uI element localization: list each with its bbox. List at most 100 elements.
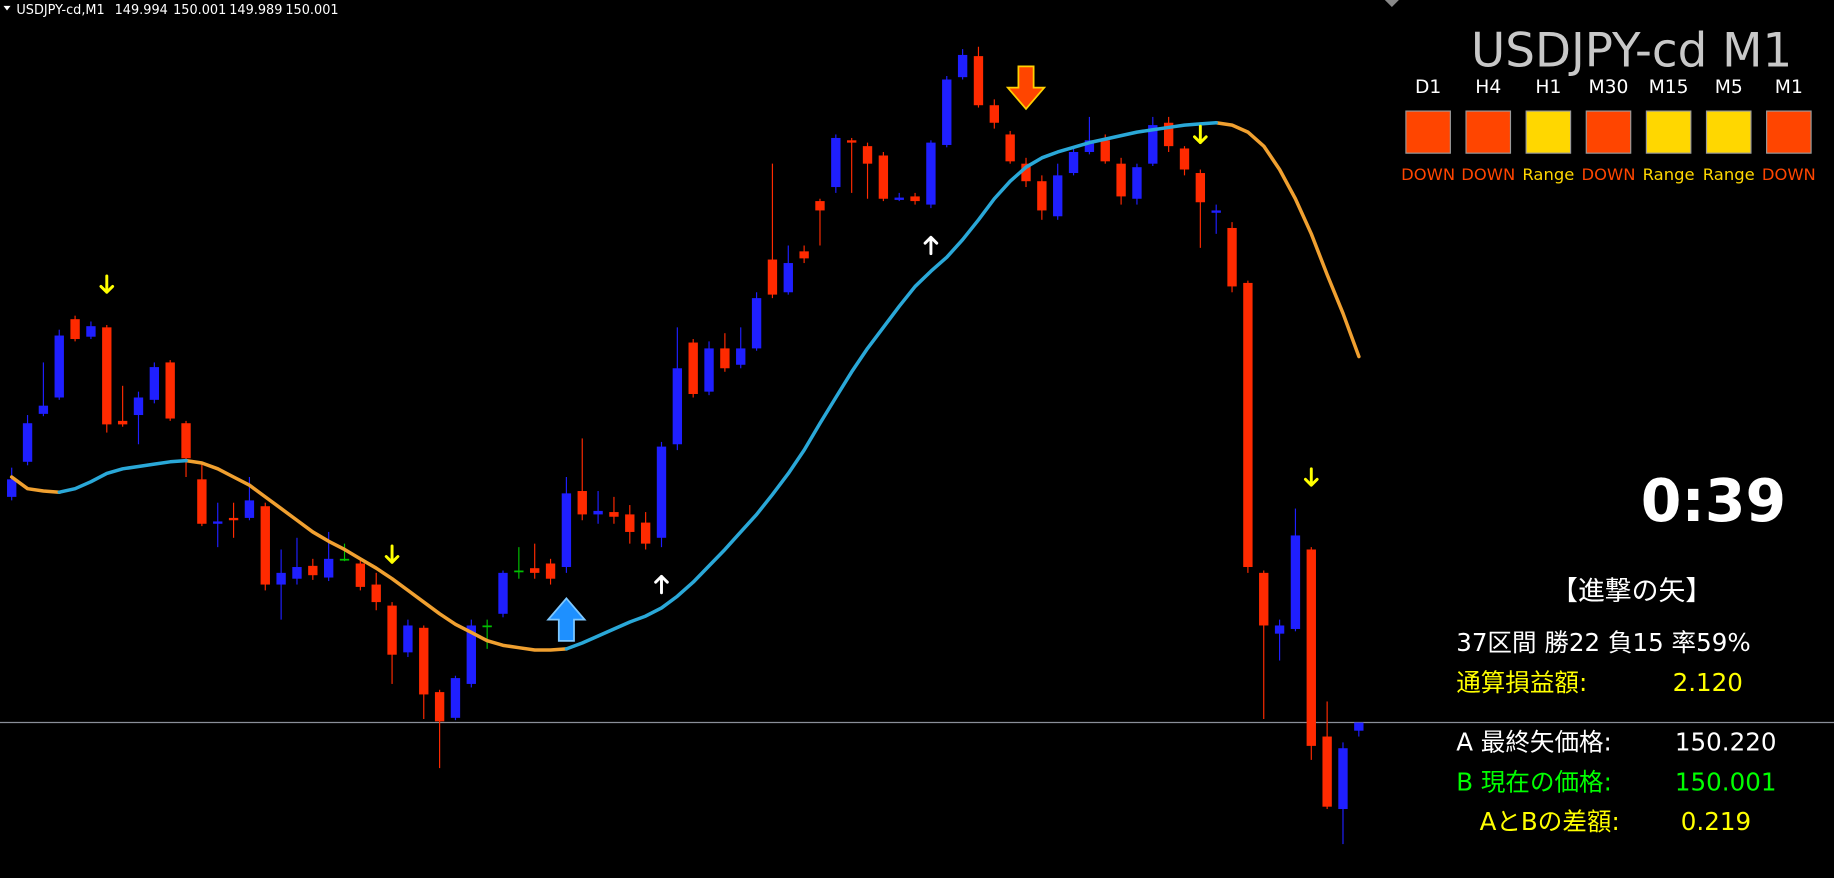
candle-body	[640, 522, 651, 544]
timeframe-state: Range	[1522, 165, 1574, 184]
candle-body	[133, 397, 144, 416]
candle-body	[387, 605, 397, 655]
candle-body	[862, 146, 873, 164]
timeframe-label: D1	[1415, 77, 1441, 98]
timeframe-box	[1705, 110, 1752, 154]
signal-arrow	[384, 544, 400, 564]
candle-body	[260, 506, 270, 585]
candle-body	[7, 479, 17, 497]
candle-body	[672, 368, 683, 445]
profit-value: 2.120	[1673, 668, 1743, 697]
candle-body	[102, 327, 112, 425]
candle-body	[1179, 148, 1190, 170]
candle-body	[1306, 549, 1316, 746]
candle-body	[1132, 167, 1142, 199]
candle-body	[434, 692, 445, 722]
current-value: 150.001	[1675, 767, 1777, 796]
candle-body	[403, 625, 413, 653]
candle-body	[482, 625, 492, 628]
candle-body	[736, 348, 746, 365]
candle-body	[149, 367, 160, 400]
candle-body	[1322, 736, 1332, 807]
panel-title: USDJPY-cd M1	[1471, 24, 1792, 78]
candle-body	[1116, 163, 1126, 197]
signal-arrow	[99, 274, 115, 294]
candle-body	[181, 423, 191, 459]
candle-body	[751, 298, 762, 349]
timeframe-box	[1645, 110, 1692, 154]
candle-body	[926, 142, 936, 205]
ohlc-close: 150.001	[285, 3, 338, 18]
timeframe-box	[1585, 110, 1632, 154]
candle-body	[1100, 140, 1110, 162]
candle-body	[957, 54, 968, 78]
signal-arrow	[923, 235, 939, 256]
plot-area	[0, 46, 1834, 845]
candle-body	[323, 558, 334, 578]
symbol-label: USDJPY-cd,M1	[16, 3, 104, 18]
candle-body	[1243, 282, 1253, 568]
timeframe-state: DOWN	[1401, 165, 1455, 184]
ohlc-high: 150.001	[173, 3, 226, 18]
candle-body	[815, 201, 825, 211]
candle-body	[720, 348, 730, 369]
timeframe-box	[1766, 110, 1812, 154]
candle-body	[799, 251, 809, 259]
signal-arrow	[1193, 124, 1208, 145]
candle-body	[767, 259, 778, 295]
candle-body	[70, 319, 80, 340]
timeframe-box	[1525, 110, 1572, 154]
timeframe-box	[1405, 110, 1451, 154]
candle-body	[117, 420, 128, 425]
signal-arrow	[1303, 467, 1319, 487]
candle-body	[609, 512, 619, 517]
candle-body	[561, 493, 572, 568]
ma-line	[9, 121, 1361, 652]
timeframe-state: Range	[1643, 165, 1695, 184]
ma-line	[57, 121, 1218, 651]
candle-body	[165, 362, 175, 419]
candle-body	[22, 423, 33, 462]
difference-label: AとBの差額:	[1480, 807, 1620, 836]
candle-body	[545, 563, 556, 579]
candle-body	[38, 405, 49, 414]
candle-body	[1068, 151, 1079, 174]
candle-body	[910, 196, 920, 202]
candle-body	[466, 625, 476, 684]
candle-body	[894, 197, 904, 200]
candle-body	[1053, 175, 1063, 217]
candle-body	[1354, 722, 1364, 731]
candle-body	[450, 678, 461, 718]
signal-arrow	[546, 597, 587, 642]
candle-body	[989, 105, 999, 123]
profit-label: 通算損益額:	[1456, 668, 1587, 697]
timeframe-state: DOWN	[1762, 165, 1816, 184]
candle-body	[339, 558, 350, 561]
candle-body	[228, 517, 239, 521]
timeframe-label: H1	[1535, 77, 1561, 98]
candle-body	[244, 500, 255, 518]
candle-body	[878, 155, 889, 199]
candle-body	[1227, 227, 1237, 287]
candle-body	[1163, 122, 1174, 147]
menu-triangle[interactable]	[3, 5, 11, 11]
candle-body	[1259, 572, 1269, 626]
candle-body	[942, 79, 952, 145]
candle-body	[1148, 125, 1158, 164]
timeframe-label: M15	[1649, 77, 1689, 98]
bar-timer: 0:39	[1641, 467, 1786, 535]
candle-body	[530, 568, 540, 573]
candle-body	[783, 263, 793, 293]
candle-body	[846, 140, 857, 143]
current-label: B 現在の価格:	[1456, 767, 1612, 796]
ohlc-low: 149.989	[229, 3, 282, 18]
timeframe-label: M30	[1589, 77, 1629, 98]
candle-body	[831, 137, 841, 188]
candle-body	[1211, 210, 1221, 213]
scroll-marker	[1384, 0, 1399, 8]
record-text: 37区間 勝22 負15 率59%	[1456, 628, 1750, 657]
candle-body	[593, 510, 603, 515]
timeframe-state: DOWN	[1461, 165, 1515, 184]
